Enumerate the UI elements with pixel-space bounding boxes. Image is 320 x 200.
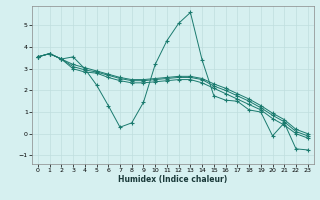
X-axis label: Humidex (Indice chaleur): Humidex (Indice chaleur) [118,175,228,184]
